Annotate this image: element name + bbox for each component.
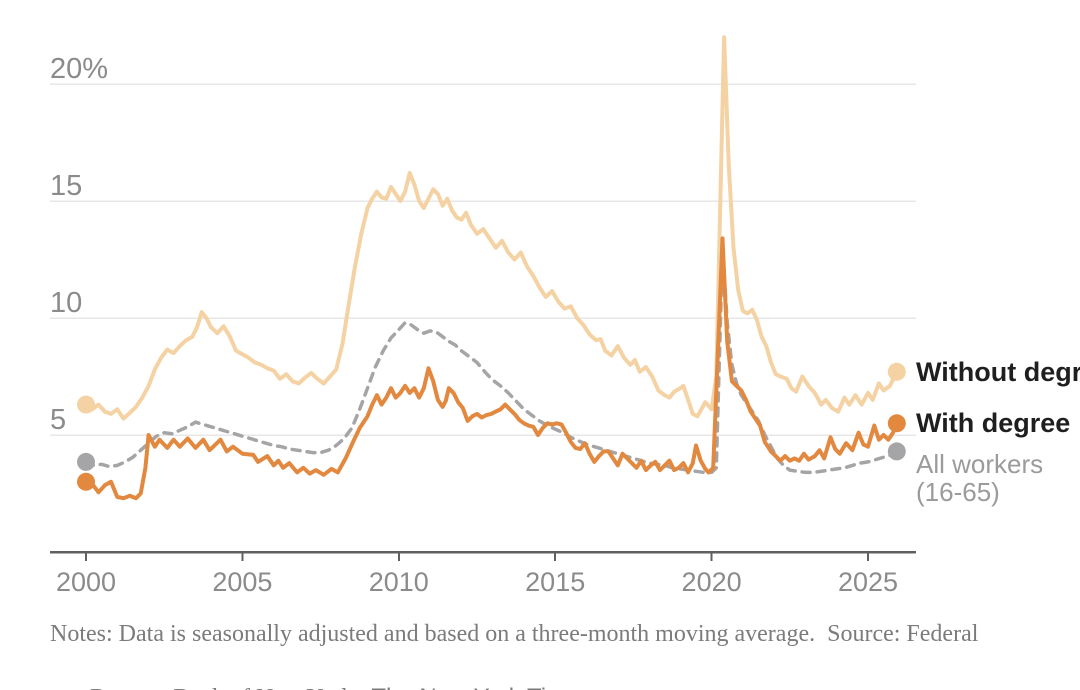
x-axis-label-2025: 2025 [838, 567, 898, 597]
series-end-dot-with-degree [887, 414, 906, 433]
chart-notes: Notes: Data is seasonally adjusted and b… [50, 618, 1060, 690]
x-axis-label-2010: 2010 [369, 567, 429, 597]
series-dots-group [77, 362, 906, 491]
series-line-without-degree [84, 35, 899, 421]
series-end-dot-all-workers [887, 442, 906, 461]
series-line-all-workers [84, 246, 899, 475]
legend-label-without-degree: Without degree [916, 357, 1080, 387]
x-axis-ticks-group [85, 552, 869, 561]
source-text: Reserve Bank of New York. [90, 685, 371, 690]
x-axis-label-2015: 2015 [525, 567, 585, 597]
byline-text: The New York Times [371, 684, 591, 690]
notes-text-line1: Notes: Data is seasonally adjusted and b… [50, 621, 979, 647]
unemployment-rate-chart: 5 10 15 20% 2000 2005 2010 2015 2020 2025 Withou… [50, 35, 1080, 597]
x-axis-label-2000: 2000 [56, 567, 116, 597]
y-axis-label-10: 10 [50, 287, 82, 319]
series-start-dot-with-degree [77, 472, 95, 491]
gridlines-group [50, 83, 916, 436]
series-end-dot-without-degree [887, 362, 906, 381]
legend-label-all-workers-line2: (16-65) [916, 477, 1000, 507]
x-axis-labels-group: 2000 2005 2010 2015 2020 2025 [56, 567, 898, 597]
notes-text-line2: Reserve Bank of New York. The New York T… [50, 650, 1060, 690]
legend-label-all-workers-line1: All workers [916, 449, 1043, 479]
y-axis-label-20: 20% [50, 53, 108, 85]
y-axis-label-5: 5 [50, 404, 66, 436]
legend-label-with-degree: With degree [916, 408, 1070, 438]
y-axis-label-15: 15 [50, 170, 82, 202]
x-axis-label-2020: 2020 [682, 567, 742, 597]
y-axis-labels-group: 5 10 15 20% [50, 53, 108, 436]
series-start-dot-without-degree [77, 395, 95, 414]
series-start-dot-all-workers [77, 452, 95, 471]
x-axis-label-2005: 2005 [212, 567, 272, 597]
series-lines-group [84, 35, 899, 501]
series-line-with-degree [84, 236, 899, 501]
